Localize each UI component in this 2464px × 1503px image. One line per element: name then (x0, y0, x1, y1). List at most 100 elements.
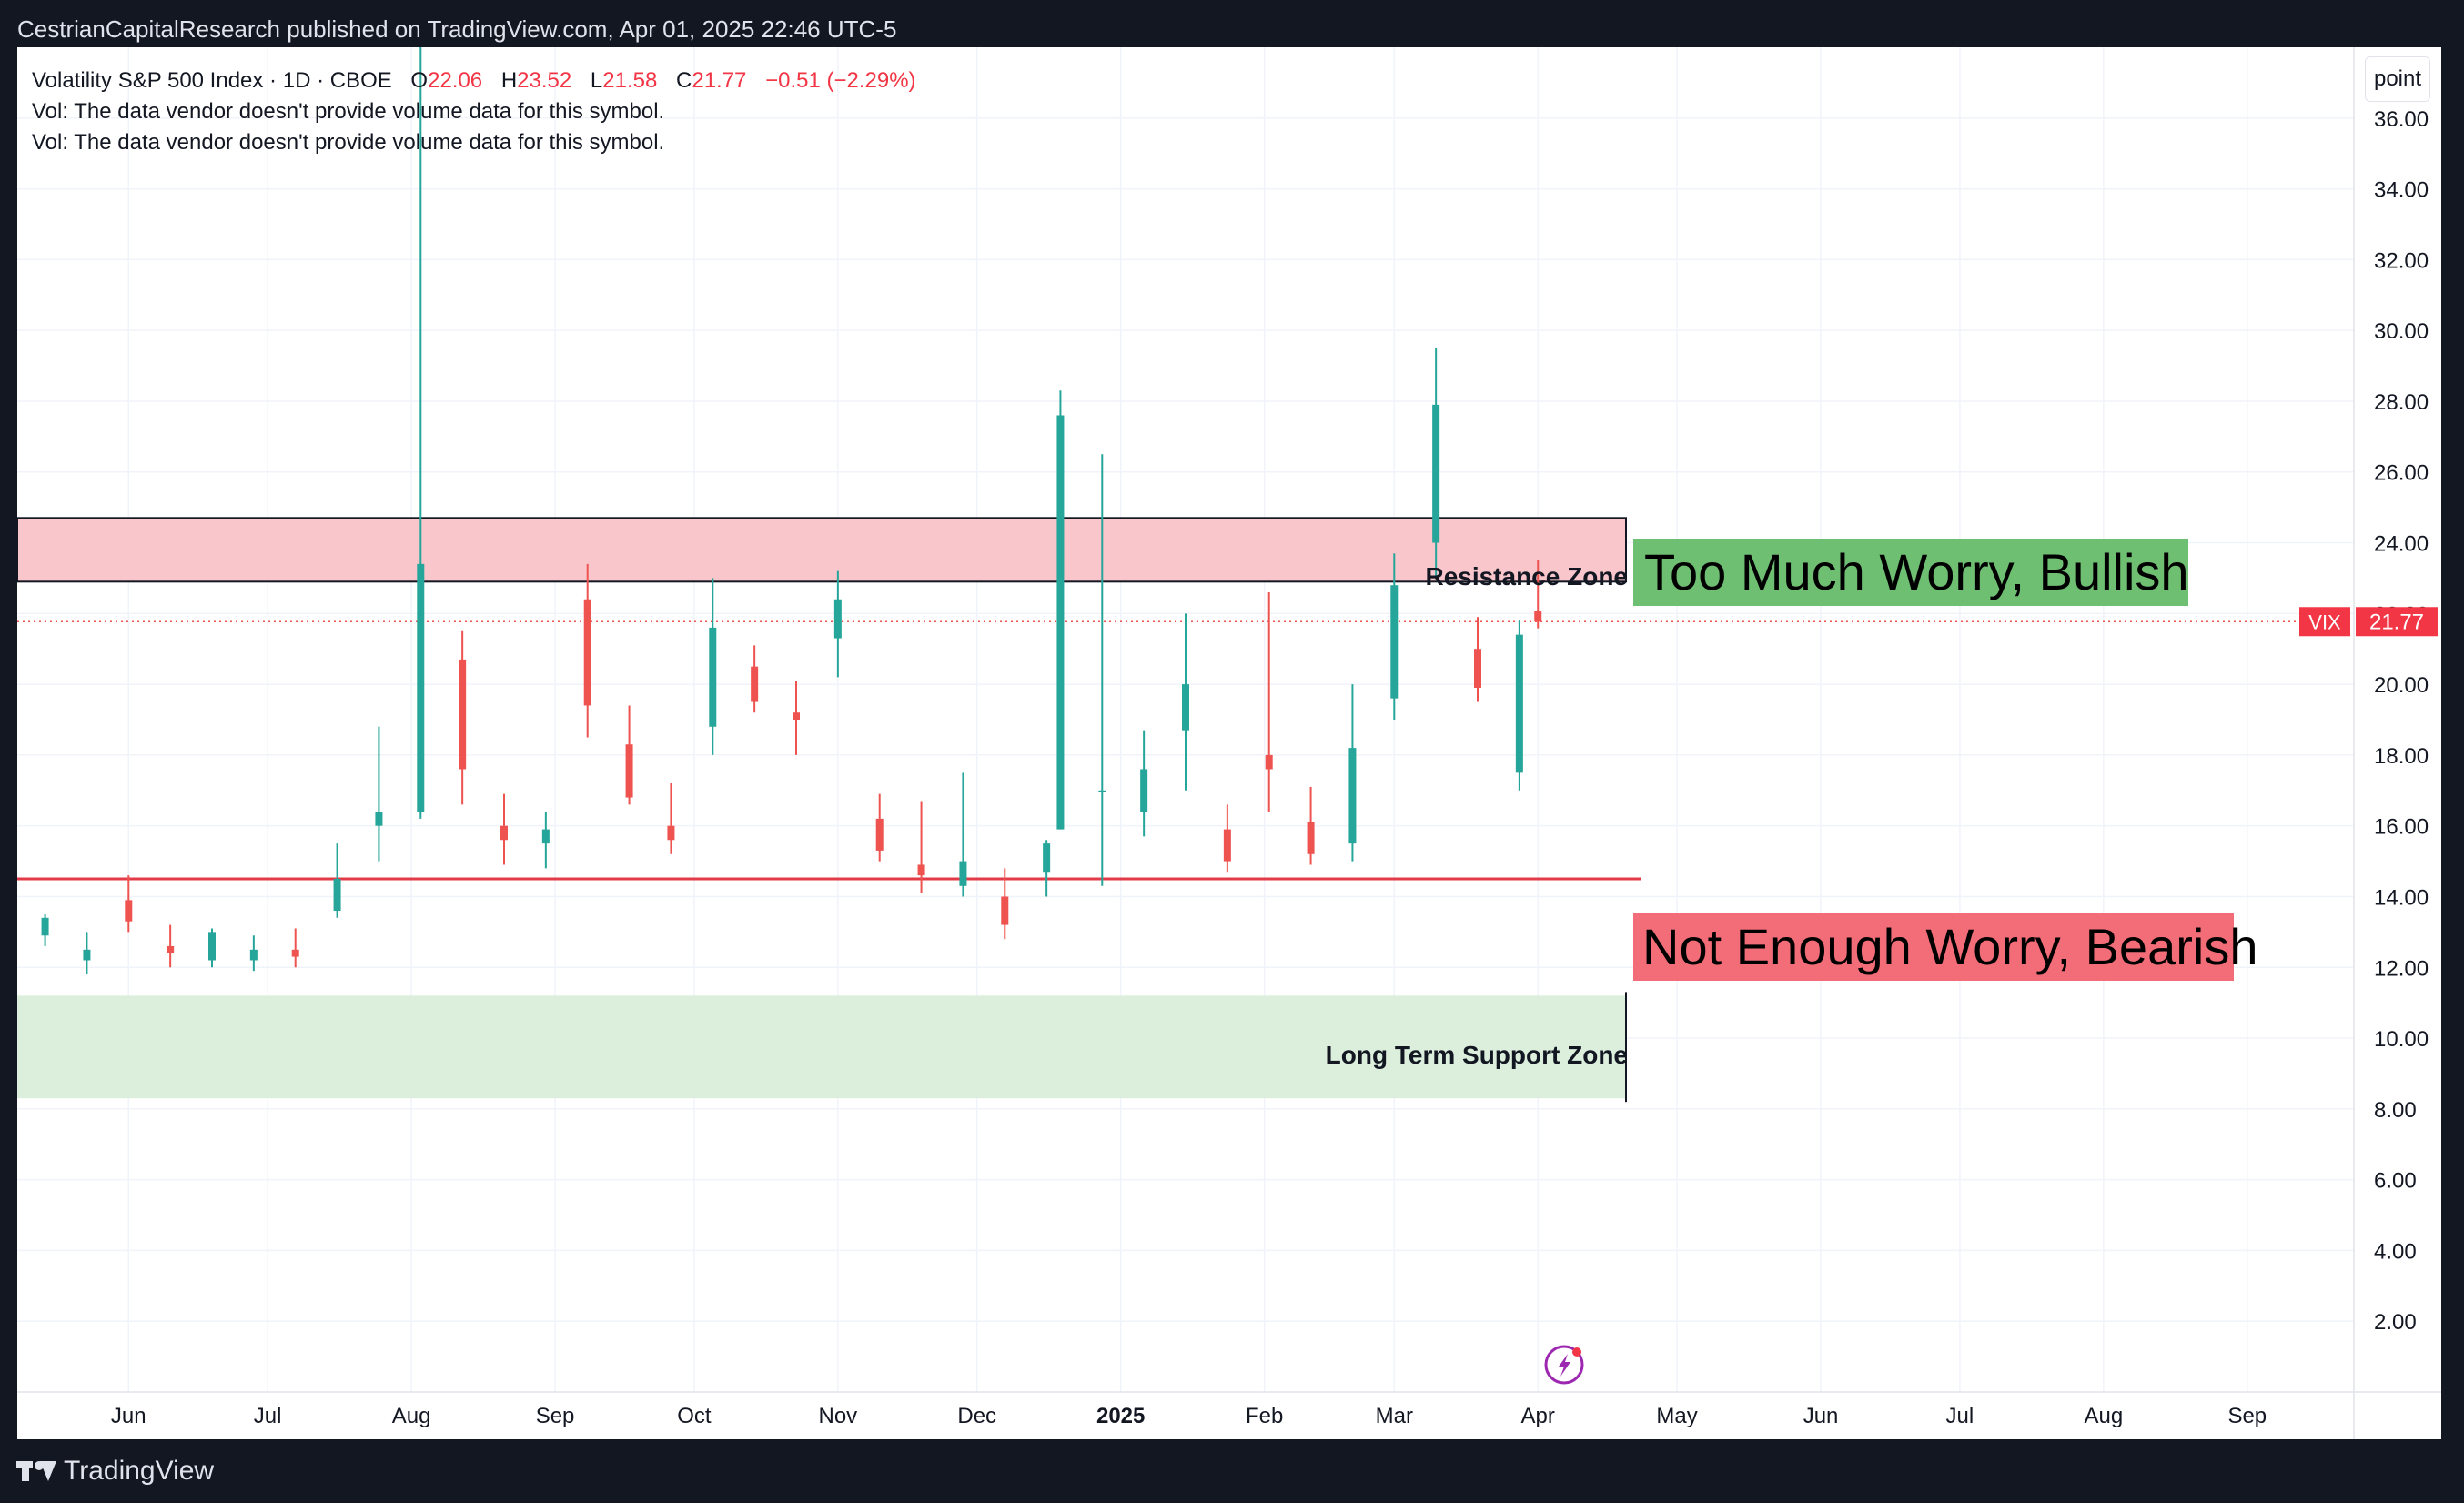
brand-name: TradingView (64, 1456, 215, 1486)
candle-body (375, 812, 383, 826)
candle-body (1265, 754, 1273, 770)
candle-body (959, 861, 967, 886)
low-value: 21.58 (602, 68, 658, 93)
candle-body (291, 949, 299, 957)
y-tick-label: 20.00 (2374, 673, 2429, 698)
x-tick-label: Sep (2227, 1404, 2267, 1428)
x-tick-label: Aug (2085, 1404, 2124, 1428)
open-label: O (410, 68, 429, 93)
chart-panel[interactable]: 2.00 4.00 6.00 8.00 10.00 12.00 14.00 16.00 18.0… (17, 47, 2441, 1439)
x-tick-label: Jun (111, 1404, 146, 1428)
x-tick-label: Nov (819, 1404, 858, 1428)
x-tick-label: Oct (677, 1404, 712, 1428)
y-tick-label: 10.00 (2374, 1027, 2429, 1052)
resistance-zone (17, 517, 1627, 583)
candle-body (625, 744, 633, 798)
candle-body (1043, 843, 1051, 873)
price-tag-value-bg (2356, 607, 2438, 637)
volume-notice: Vol: The data vendor doesn't provide vol… (32, 130, 665, 155)
candle-body (1432, 404, 1440, 543)
y-tick-label: 16.00 (2374, 815, 2429, 840)
x-tick-label: Sep (536, 1404, 575, 1428)
candle-body (1098, 790, 1106, 792)
symbol-label[interactable]: Volatility S&P 500 Index · 1D · CBOE (32, 68, 392, 93)
x-tick-label: Aug (392, 1404, 431, 1428)
y-tick-label: 2.00 (2374, 1310, 2417, 1335)
tradingview-logo-icon (16, 1458, 56, 1485)
series-legend: Volatility S&P 500 Index · 1D · CBOE O22… (32, 66, 916, 158)
bullish-annotation[interactable]: Too Much Worry, Bullish (1633, 539, 2189, 606)
candle-body (917, 864, 925, 876)
tradingview-logo[interactable]: TradingView (16, 1456, 214, 1487)
x-tick-label: Feb (1246, 1404, 1283, 1428)
x-tick-label: Apr (1521, 1404, 1555, 1428)
y-tick-label: 18.00 (2374, 744, 2429, 769)
y-tick-label: 26.00 (2374, 461, 2429, 486)
candle-body (1515, 634, 1523, 773)
top-bar: CestrianCapitalResearch published on Tra… (0, 0, 2464, 47)
high-label: H (500, 68, 518, 93)
close-label: C (676, 68, 692, 93)
candle-body (1182, 684, 1189, 731)
y-tick-label: 24.00 (2374, 532, 2429, 557)
candle-body (541, 829, 550, 844)
candle-body (417, 563, 425, 812)
y-tick-label: 36.00 (2374, 107, 2429, 132)
y-tick-label: 32.00 (2374, 248, 2429, 273)
resistance-zone-label: Resistance Zone (1425, 562, 1628, 590)
bottom-bar: TradingView (0, 1439, 2464, 1503)
y-tick-label: 8.00 (2374, 1098, 2417, 1123)
candle-body (459, 659, 467, 770)
change-value: −0.51 (−2.29%) (765, 68, 916, 93)
candle-body (667, 825, 675, 841)
price-chart[interactable]: 2.00 4.00 6.00 8.00 10.00 12.00 14.00 16.00 18.0… (17, 47, 2441, 1439)
x-tick-label: Dec (957, 1404, 996, 1428)
x-tick-label: May (1656, 1404, 1697, 1428)
high-value: 23.52 (517, 68, 572, 93)
open-value: 22.06 (428, 68, 483, 93)
close-value: 21.77 (692, 68, 747, 93)
ohlc-row: Volatility S&P 500 Index · 1D · CBOE O22… (32, 66, 916, 96)
bearish-annotation[interactable]: Not Enough Worry, Bearish (1633, 913, 2257, 981)
candle-body (1140, 769, 1148, 812)
x-tick-label: Mar (1376, 1404, 1413, 1428)
price-tag-symbol-bg (2299, 607, 2350, 637)
y-tick-label: 6.00 (2374, 1169, 2417, 1194)
y-tick-label: 12.00 (2374, 956, 2429, 981)
candle-body (1474, 649, 1481, 688)
candle-body (833, 599, 842, 639)
candle-body (875, 818, 884, 851)
x-tick-label: Jul (1946, 1404, 1974, 1428)
candle-body (208, 932, 216, 961)
publish-info: CestrianCapitalResearch published on Tra… (17, 15, 897, 43)
support-zone-label: Long Term Support Zone (1325, 1041, 1628, 1069)
candle-body (167, 945, 175, 953)
x-tick-label: Jun (1803, 1404, 1839, 1428)
candle-body (1001, 896, 1009, 925)
y-tick-label: 14.00 (2374, 885, 2429, 910)
notification-dot-icon (1572, 1347, 1581, 1357)
candle-body (333, 879, 341, 912)
volume-notice: Vol: The data vendor doesn't provide vol… (32, 99, 665, 124)
candle-body (709, 627, 717, 727)
candle-body (1056, 415, 1065, 830)
candle-body (500, 825, 508, 841)
candle-body (583, 599, 591, 706)
price-tag-symbol: VIX (2308, 610, 2341, 633)
y-tick-label: 4.00 (2374, 1239, 2417, 1264)
lightning-badge-icon (1544, 1345, 1584, 1385)
candle-body (1307, 822, 1315, 854)
candle-body (249, 949, 258, 961)
x-tick-label: 2025 (1096, 1404, 1145, 1428)
candle-body (793, 712, 800, 720)
y-tick-label: 34.00 (2374, 178, 2429, 203)
candle-body (1534, 610, 1542, 622)
price-unit-button[interactable]: point (2365, 56, 2430, 102)
candle-body (83, 949, 91, 961)
low-label: L (590, 68, 603, 93)
candle-body (1390, 585, 1399, 699)
candle-body (125, 900, 133, 922)
x-tick-label: Jul (254, 1404, 282, 1428)
candle-body (1223, 829, 1231, 862)
y-tick-label: 30.00 (2374, 319, 2429, 344)
